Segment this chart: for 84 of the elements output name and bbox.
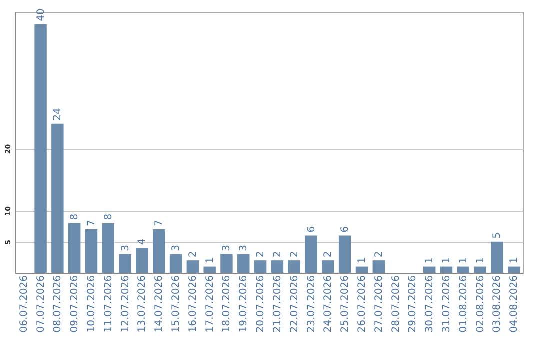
data-label: 2 xyxy=(323,251,334,258)
x-tick-label: 02.08.2026 xyxy=(475,276,486,333)
x-tick-label: 17.07.2026 xyxy=(204,276,216,333)
data-label: 7 xyxy=(86,220,98,226)
x-tick-label: 09.07.2026 xyxy=(70,276,81,333)
bar xyxy=(372,260,385,273)
x-tick-label: 20.07.2026 xyxy=(256,276,267,333)
x-tick-label: 12.07.2026 xyxy=(120,276,132,333)
bar xyxy=(254,260,267,273)
x-tick-label: 15.07.2026 xyxy=(171,276,182,333)
data-label: 3 xyxy=(222,244,233,252)
x-tick-label: 16.07.2026 xyxy=(188,276,199,333)
bar xyxy=(238,254,250,273)
bar xyxy=(305,236,318,273)
x-tick-label: 14.07.2026 xyxy=(154,276,166,333)
x-tick-label: 07.07.2026 xyxy=(36,276,47,333)
data-label: 1 xyxy=(424,257,436,264)
data-label: 2 xyxy=(256,251,267,258)
data-label: 5 xyxy=(492,232,504,239)
bar xyxy=(136,248,148,273)
data-label: 6 xyxy=(306,226,318,233)
bar xyxy=(338,236,352,273)
bar xyxy=(153,230,166,273)
bar xyxy=(204,266,216,273)
x-tick-label: 26.07.2026 xyxy=(356,276,368,333)
bar xyxy=(186,260,200,273)
data-label: 1 xyxy=(458,257,470,264)
bar xyxy=(220,254,233,273)
data-label: 6 xyxy=(340,226,352,233)
x-tick-label: 28.07.2026 xyxy=(390,276,402,333)
data-label: 8 xyxy=(70,214,81,220)
x-tick-label: 10.07.2026 xyxy=(86,276,98,333)
bar xyxy=(119,254,132,273)
bar xyxy=(34,24,47,273)
data-label: 8 xyxy=(103,214,114,220)
x-tick-label: 19.07.2026 xyxy=(238,276,250,333)
bar xyxy=(85,230,98,273)
bar xyxy=(423,266,436,273)
data-label: 2 xyxy=(272,251,284,258)
x-tick-label: 04.08.2026 xyxy=(509,276,520,333)
x-tick-label: 22.07.2026 xyxy=(289,276,300,333)
data-label: 3 xyxy=(238,244,250,252)
bar xyxy=(356,266,368,273)
bar xyxy=(440,266,453,273)
bar xyxy=(457,266,470,273)
x-tick-label: 24.07.2026 xyxy=(323,276,334,333)
data-label: 24 xyxy=(52,108,64,121)
x-tick-label: 06.07.2026 xyxy=(18,276,30,333)
x-tick-label: 29.07.2026 xyxy=(408,276,419,333)
data-label: 1 xyxy=(442,257,453,264)
data-label: 2 xyxy=(374,251,385,258)
x-tick-label: 23.07.2026 xyxy=(306,276,318,333)
data-label: 3 xyxy=(171,244,182,252)
x-tick-label: 18.07.2026 xyxy=(222,276,233,333)
bar xyxy=(102,223,115,273)
bar xyxy=(508,266,520,273)
x-tick-label: 30.07.2026 xyxy=(424,276,436,333)
data-label: 7 xyxy=(154,220,166,226)
data-label: 3 xyxy=(120,244,132,252)
x-tick-label: 03.08.2026 xyxy=(492,276,504,333)
bar xyxy=(170,254,182,273)
data-label: 2 xyxy=(188,251,199,258)
data-label: 4 xyxy=(137,238,148,246)
x-tick-label: 08.07.2026 xyxy=(52,276,64,333)
x-tick-label: 27.07.2026 xyxy=(374,276,385,333)
x-tick-label: 31.07.2026 xyxy=(442,276,453,333)
x-tick-label: 21.07.2026 xyxy=(272,276,284,333)
bar xyxy=(52,124,64,273)
x-tick-label: 13.07.2026 xyxy=(137,276,148,333)
bar xyxy=(322,260,334,273)
bar xyxy=(288,260,300,273)
data-label: 40 xyxy=(36,8,47,22)
x-tick-label: 25.07.2026 xyxy=(340,276,352,333)
x-tick-label: 01.08.2026 xyxy=(458,276,470,333)
x-tick-label: 11.07.2026 xyxy=(103,276,114,333)
data-label: 1 xyxy=(356,257,368,264)
data-label: 1 xyxy=(475,257,486,264)
bar xyxy=(68,223,81,273)
bar xyxy=(474,266,486,273)
data-label: 2 xyxy=(289,251,300,258)
data-label: 1 xyxy=(204,257,216,264)
bar xyxy=(491,242,504,273)
bar xyxy=(271,260,284,273)
data-label: 1 xyxy=(509,257,520,264)
